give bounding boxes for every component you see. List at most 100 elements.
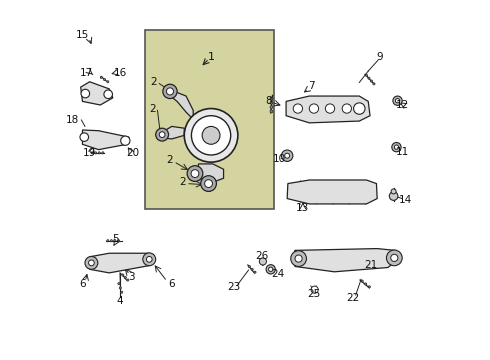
Text: 22: 22 — [346, 293, 360, 303]
Circle shape — [159, 132, 165, 138]
Circle shape — [118, 283, 120, 285]
Circle shape — [270, 110, 273, 113]
Circle shape — [295, 255, 302, 262]
Circle shape — [127, 279, 129, 281]
Circle shape — [167, 88, 173, 95]
Text: 2: 2 — [179, 177, 186, 187]
Circle shape — [124, 276, 126, 279]
Circle shape — [100, 76, 102, 78]
Circle shape — [365, 283, 367, 285]
Polygon shape — [197, 164, 223, 184]
Text: 25: 25 — [307, 289, 320, 299]
Circle shape — [366, 74, 368, 76]
Circle shape — [281, 150, 293, 161]
Text: 20: 20 — [126, 148, 139, 158]
Circle shape — [266, 265, 275, 274]
Circle shape — [98, 152, 100, 154]
Text: 18: 18 — [66, 115, 79, 125]
Circle shape — [395, 99, 400, 103]
Circle shape — [201, 176, 217, 192]
Text: 23: 23 — [228, 282, 241, 292]
Circle shape — [143, 253, 156, 266]
Circle shape — [361, 280, 363, 282]
Circle shape — [251, 268, 253, 270]
Text: 12: 12 — [396, 100, 410, 110]
Text: 21: 21 — [364, 260, 377, 270]
Circle shape — [394, 145, 398, 149]
Circle shape — [81, 89, 90, 98]
Text: 16: 16 — [114, 68, 127, 78]
Circle shape — [392, 143, 401, 152]
Circle shape — [368, 286, 370, 288]
Circle shape — [187, 166, 203, 181]
Text: 8: 8 — [266, 96, 272, 106]
Text: 15: 15 — [76, 30, 89, 40]
Circle shape — [118, 240, 120, 242]
Circle shape — [147, 256, 152, 262]
Circle shape — [104, 90, 113, 99]
Circle shape — [95, 152, 97, 154]
Polygon shape — [82, 130, 129, 150]
Circle shape — [110, 240, 113, 242]
Text: 2: 2 — [150, 77, 157, 87]
Circle shape — [393, 96, 402, 105]
Circle shape — [309, 104, 318, 113]
Circle shape — [391, 254, 398, 261]
Polygon shape — [81, 82, 113, 105]
Polygon shape — [286, 96, 370, 123]
Polygon shape — [287, 180, 377, 204]
Circle shape — [368, 77, 370, 79]
Circle shape — [89, 260, 94, 266]
Circle shape — [191, 170, 199, 177]
Text: 5: 5 — [112, 234, 119, 244]
Circle shape — [391, 189, 396, 194]
Circle shape — [270, 106, 273, 109]
Circle shape — [342, 104, 351, 113]
Text: 7: 7 — [308, 81, 315, 91]
Circle shape — [270, 102, 273, 104]
Circle shape — [103, 78, 106, 81]
Circle shape — [254, 271, 256, 273]
Circle shape — [85, 256, 98, 269]
Polygon shape — [87, 253, 154, 273]
Circle shape — [269, 267, 273, 271]
Circle shape — [387, 250, 402, 266]
Circle shape — [202, 126, 220, 144]
Circle shape — [285, 153, 290, 158]
Circle shape — [91, 152, 93, 154]
Text: 24: 24 — [271, 269, 285, 279]
Circle shape — [248, 265, 250, 267]
Circle shape — [156, 128, 169, 141]
Text: 13: 13 — [296, 203, 310, 213]
Text: 2: 2 — [167, 155, 173, 165]
Circle shape — [311, 286, 318, 293]
Polygon shape — [162, 126, 184, 139]
Text: 14: 14 — [398, 195, 412, 204]
Text: 10: 10 — [273, 154, 286, 164]
Text: 17: 17 — [79, 68, 93, 78]
Circle shape — [325, 104, 335, 113]
Circle shape — [192, 116, 231, 155]
Circle shape — [354, 103, 365, 114]
Text: 9: 9 — [377, 53, 383, 63]
Circle shape — [370, 80, 372, 82]
Circle shape — [121, 291, 123, 293]
Circle shape — [121, 136, 130, 145]
Circle shape — [184, 109, 238, 162]
Circle shape — [163, 84, 177, 99]
Text: 4: 4 — [117, 296, 123, 306]
FancyBboxPatch shape — [145, 30, 273, 208]
Circle shape — [122, 274, 124, 276]
Circle shape — [259, 258, 267, 265]
Text: 26: 26 — [255, 251, 269, 261]
Circle shape — [270, 97, 273, 100]
Circle shape — [107, 240, 109, 242]
Text: 11: 11 — [395, 147, 409, 157]
Text: 3: 3 — [128, 272, 135, 282]
Circle shape — [119, 287, 122, 289]
Polygon shape — [165, 89, 193, 119]
Circle shape — [390, 192, 398, 201]
Circle shape — [114, 240, 116, 242]
Circle shape — [293, 104, 302, 113]
Text: 2: 2 — [149, 104, 155, 113]
